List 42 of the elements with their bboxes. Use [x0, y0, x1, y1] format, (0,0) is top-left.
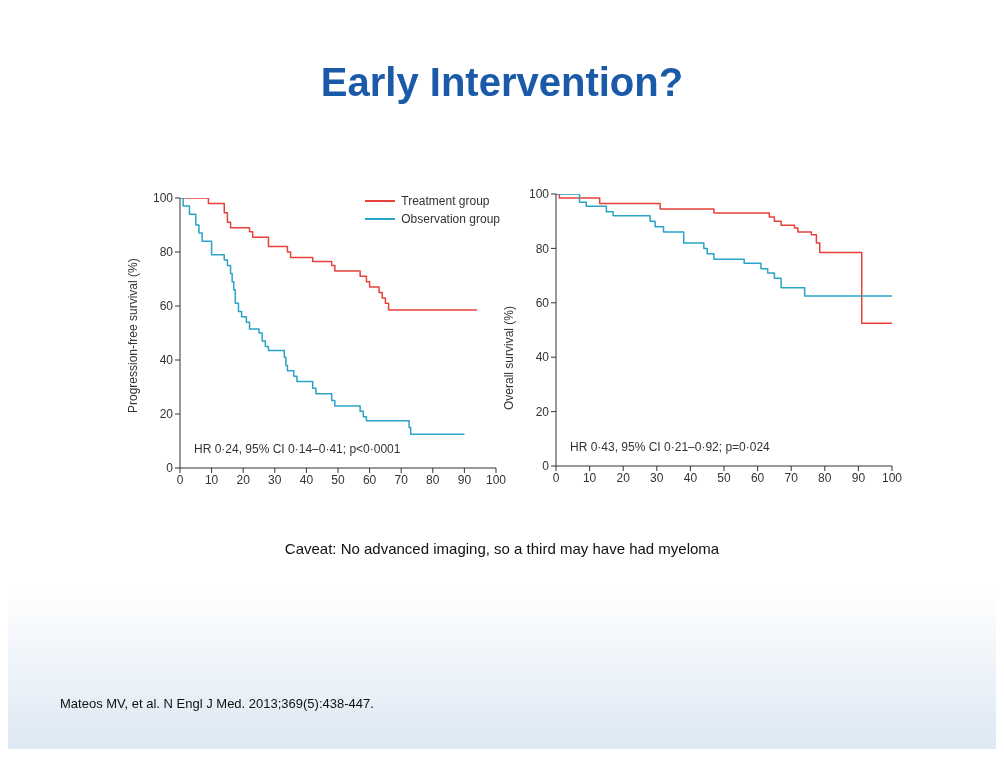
text: Mateos MV, et al. N Engl J Med. 2013;369(5):438-447. [60, 696, 374, 711]
y-tick-label: 40 [159, 353, 174, 368]
y-tick-label: 100 [528, 187, 550, 202]
y-tick-label: 80 [535, 241, 550, 256]
y-tick-label: 80 [159, 245, 174, 260]
x-tick-label: 20 [616, 470, 631, 485]
legend-label: Treatment group [401, 194, 490, 208]
x-tick-label: 10 [582, 470, 597, 485]
x-tick-label: 50 [717, 470, 731, 485]
x-tick-label: 70 [394, 472, 409, 487]
y-tick-label: 20 [535, 404, 550, 419]
x-tick-label: 0 [176, 472, 184, 487]
x-tick-label: 70 [784, 470, 799, 485]
x-tick-label: 50 [331, 472, 345, 487]
x-tick-label: 0 [552, 470, 560, 485]
y-axis-title: Overall survival (%) [502, 305, 517, 410]
x-tick-label: 40 [683, 470, 698, 485]
annotation: HR 0·43, 95% CI 0·21–0·92; p=0·024 [570, 440, 770, 454]
x-tick-label: 80 [818, 470, 832, 485]
x-tick-label: 80 [426, 472, 440, 487]
x-tick-label: 90 [457, 472, 472, 487]
y-tick-label: 20 [159, 407, 174, 422]
x-tick-label: 90 [851, 470, 866, 485]
x-tick-label: 100 [881, 470, 903, 485]
text: Caveat: No advanced imaging, so a third may have had myeloma [283, 540, 721, 557]
y-tick-label: 40 [535, 350, 550, 365]
y-axis-title: Progression-free survival (%) [126, 258, 141, 413]
x-tick-label: 40 [299, 472, 314, 487]
x-tick-label: 20 [236, 472, 251, 487]
chart-title: Early Intervention? [319, 60, 685, 105]
y-tick-label: 60 [535, 296, 550, 311]
x-tick-label: 60 [750, 470, 765, 485]
y-tick-label: 60 [159, 299, 174, 314]
legend-label: Observation group [401, 212, 500, 226]
x-tick-label: 30 [650, 470, 664, 485]
y-tick-label: 100 [152, 191, 174, 206]
x-tick-label: 30 [268, 472, 282, 487]
x-tick-label: 10 [204, 472, 219, 487]
x-tick-label: 60 [362, 472, 377, 487]
y-tick-label: 0 [542, 459, 550, 474]
annotation: HR 0·24, 95% CI 0·14–0·41; p<0·0001 [194, 442, 401, 456]
x-tick-label: 100 [485, 472, 507, 487]
